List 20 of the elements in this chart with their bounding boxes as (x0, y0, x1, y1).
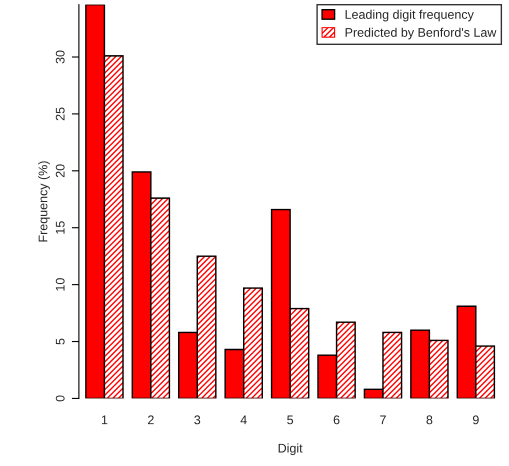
y-tick-label: 25 (56, 107, 65, 120)
legend-label: Predicted by Benford's Law (346, 28, 496, 40)
x-axis-title: Digit (278, 443, 303, 456)
x-tick-label: 1 (102, 416, 108, 424)
x-tick-label: 5 (287, 416, 294, 424)
legend-label: Leading digit frequency (346, 10, 474, 22)
x-tick-label: 6 (334, 415, 340, 424)
x-tick-label: 2 (148, 415, 154, 424)
y-tick-label: 5 (56, 338, 65, 344)
x-tick-label: 3 (194, 415, 200, 424)
y-axis-title: Frequency (%) (38, 161, 50, 242)
y-tick-label: 30 (56, 50, 65, 64)
x-tick-label: 9 (472, 415, 479, 424)
x-tick-label: 8 (426, 415, 432, 424)
y-tick-label: 0 (56, 395, 65, 402)
y-tick-label: 20 (56, 164, 65, 178)
y-tick-label: 10 (56, 278, 65, 291)
x-tick-label: 7 (380, 416, 386, 424)
x-tick-label: 4 (240, 416, 247, 424)
y-tick-label: 15 (56, 221, 65, 234)
